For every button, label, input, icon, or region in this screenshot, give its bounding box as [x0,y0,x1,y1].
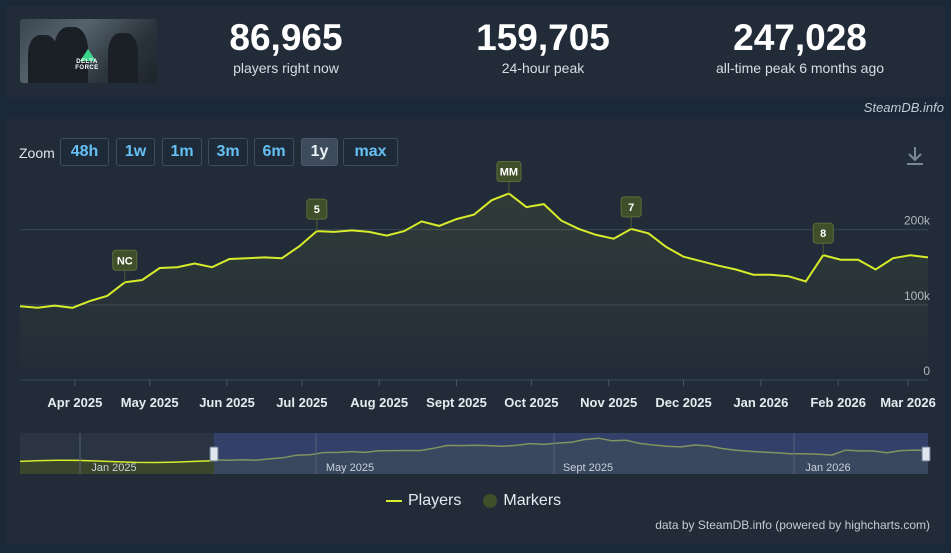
x-tick-label: Jul 2025 [276,395,327,410]
zoom-48h-button[interactable]: 48h [60,138,109,166]
legend-players-label: Players [408,492,462,509]
players-area [20,193,928,380]
navigator-label: May 2025 [326,462,374,474]
marker-label: 8 [820,228,826,240]
players-line[interactable] [19,192,929,309]
chart-panel: Zoom 48h 1w 1m 3m 6m 1y max 0100k200kApr… [6,119,945,544]
navigator-handle[interactable] [209,446,219,462]
zoom-label: Zoom [19,145,55,161]
steamdb-credit-link[interactable]: SteamDB.info [863,100,944,115]
x-tick-label: Mar 2026 [880,395,936,410]
all-time-peak-value: 247,028 [733,17,867,58]
all-time-peak-label: all-time peak 6 months ago [715,60,885,76]
navigator-handle[interactable] [921,446,931,462]
game-logo-text: DELTA FORCE [75,59,99,71]
legend-line-icon [386,500,402,502]
all-time-peak-stat: 247,028 all-time peak 6 months ago [690,16,910,76]
x-tick-label: May 2025 [121,395,179,410]
day-peak-value: 159,705 [476,17,610,58]
x-tick-label: Nov 2025 [580,395,637,410]
x-tick-label: Feb 2026 [810,395,866,410]
legend-markers[interactable]: Markers [483,492,561,510]
current-players-stat: 86,965 players right now [206,16,366,76]
zoom-1w-button[interactable]: 1w [116,138,155,166]
legend-dot-icon [483,494,498,508]
legend-markers-label: Markers [503,492,562,509]
x-tick-label: Aug 2025 [350,395,408,410]
marker-flag[interactable] [812,222,834,244]
navigator-label: Jan 2026 [805,462,850,474]
x-tick-label: Apr 2025 [47,395,102,410]
legend-players[interactable]: Players [386,492,461,510]
navigator-selection[interactable] [214,433,928,474]
game-thumbnail[interactable]: DELTA FORCE [20,19,157,83]
zoom-1y-button[interactable]: 1y [301,138,338,166]
day-peak-stat: 159,705 24-hour peak [463,16,623,76]
marker-flag[interactable] [620,196,642,218]
marker-flag[interactable] [306,198,328,220]
marker-label: 5 [314,204,320,216]
marker-flag[interactable] [112,249,138,271]
soldier-figure [28,35,58,83]
soldier-figure [108,33,138,83]
x-tick-label: Jan 2026 [733,395,788,410]
zoom-1m-button[interactable]: 1m [162,138,202,166]
chart-credit[interactable]: data by SteamDB.info (powered by highcha… [655,518,930,532]
x-tick-label: Dec 2025 [655,395,711,410]
zoom-max-button[interactable]: max [343,138,398,166]
chart-legend: Players Markers [386,492,561,510]
x-tick-label: Jun 2025 [199,395,255,410]
marker-label: 7 [628,202,634,214]
x-tick-label: Sept 2025 [426,395,487,410]
navigator-label: Sept 2025 [563,462,613,474]
current-players-label: players right now [233,60,339,76]
x-tick-label: Oct 2025 [504,395,558,410]
zoom-3m-button[interactable]: 3m [208,138,248,166]
download-icon[interactable] [904,145,926,167]
marker-label: NC [117,255,133,267]
day-peak-label: 24-hour peak [501,60,585,76]
stats-panel: DELTA FORCE 86,965 players right now 159… [6,6,945,97]
navigator-label: Jan 2025 [91,462,136,474]
delta-force-logo-icon [80,49,96,61]
marker-flag[interactable] [496,161,522,183]
marker-label: MM [500,167,518,179]
current-players-value: 86,965 [229,17,343,58]
y-tick-label: 200k [904,214,931,228]
zoom-6m-button[interactable]: 6m [254,138,294,166]
